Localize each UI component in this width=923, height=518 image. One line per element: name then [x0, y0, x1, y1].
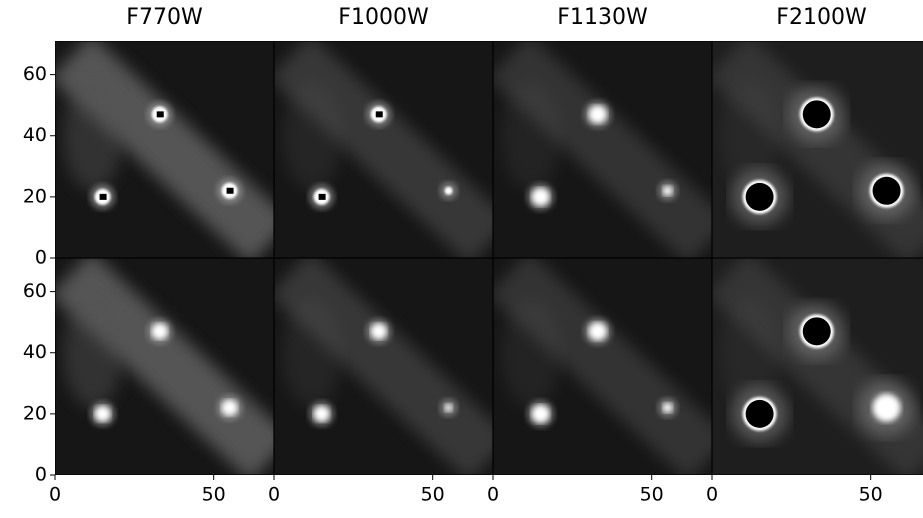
- y-tick-label: 40: [23, 341, 47, 363]
- source: [94, 405, 111, 422]
- y-tick-label: 60: [23, 63, 47, 85]
- source: [221, 399, 238, 416]
- source: [313, 405, 330, 422]
- source-core: [802, 317, 831, 346]
- diffuse-emission: [282, 297, 343, 408]
- y-tick-label: 20: [23, 402, 47, 424]
- source: [662, 185, 673, 196]
- diffuse-emission: [63, 297, 124, 408]
- source-core: [745, 182, 774, 211]
- diffuse-emission: [63, 80, 124, 191]
- y-tick-label: 0: [35, 247, 47, 269]
- source: [444, 403, 453, 412]
- source-core: [872, 176, 901, 205]
- y-tick-label: 40: [23, 124, 47, 146]
- source: [872, 393, 901, 422]
- diffuse-emission: [720, 297, 781, 408]
- saturated-pixel: [226, 187, 234, 194]
- column-title: F1130W: [557, 5, 648, 30]
- diffuse-emission: [720, 80, 781, 191]
- source: [531, 404, 550, 423]
- x-tick-label: 0: [706, 484, 718, 506]
- saturated-pixel: [99, 193, 107, 200]
- x-tick-label: 50: [640, 484, 664, 506]
- source-core: [745, 399, 774, 428]
- x-tick-label: 0: [49, 484, 61, 506]
- y-tick-label: 20: [23, 185, 47, 207]
- source-core: [802, 100, 831, 129]
- saturated-pixel: [156, 111, 164, 118]
- source: [662, 402, 673, 413]
- column-title: F1000W: [338, 5, 429, 30]
- x-tick-label: 0: [268, 484, 280, 506]
- source: [588, 322, 607, 341]
- x-tick-label: 0: [487, 484, 499, 506]
- image-panel: [274, 258, 493, 475]
- image-panel: [493, 41, 712, 258]
- source: [370, 323, 387, 340]
- diffuse-emission: [282, 80, 343, 191]
- image-panel: [712, 258, 923, 475]
- image-panel: [712, 41, 923, 258]
- y-tick-label: 60: [23, 280, 47, 302]
- source: [531, 187, 550, 206]
- image-panel: [55, 41, 274, 258]
- diffuse-emission: [501, 297, 562, 408]
- x-tick-label: 50: [202, 484, 226, 506]
- x-tick-label: 50: [421, 484, 445, 506]
- column-title: F2100W: [776, 5, 867, 30]
- source: [151, 323, 168, 340]
- column-title: F770W: [126, 5, 203, 30]
- source: [588, 105, 607, 124]
- diffuse-emission: [501, 80, 562, 191]
- image-panel: [274, 41, 493, 258]
- saturated-pixel: [375, 111, 383, 118]
- x-tick-label: 50: [859, 484, 883, 506]
- image-panel: [55, 258, 274, 475]
- image-panel: [493, 258, 712, 475]
- source: [444, 186, 453, 195]
- saturated-pixel: [318, 193, 326, 200]
- y-tick-label: 0: [35, 464, 47, 486]
